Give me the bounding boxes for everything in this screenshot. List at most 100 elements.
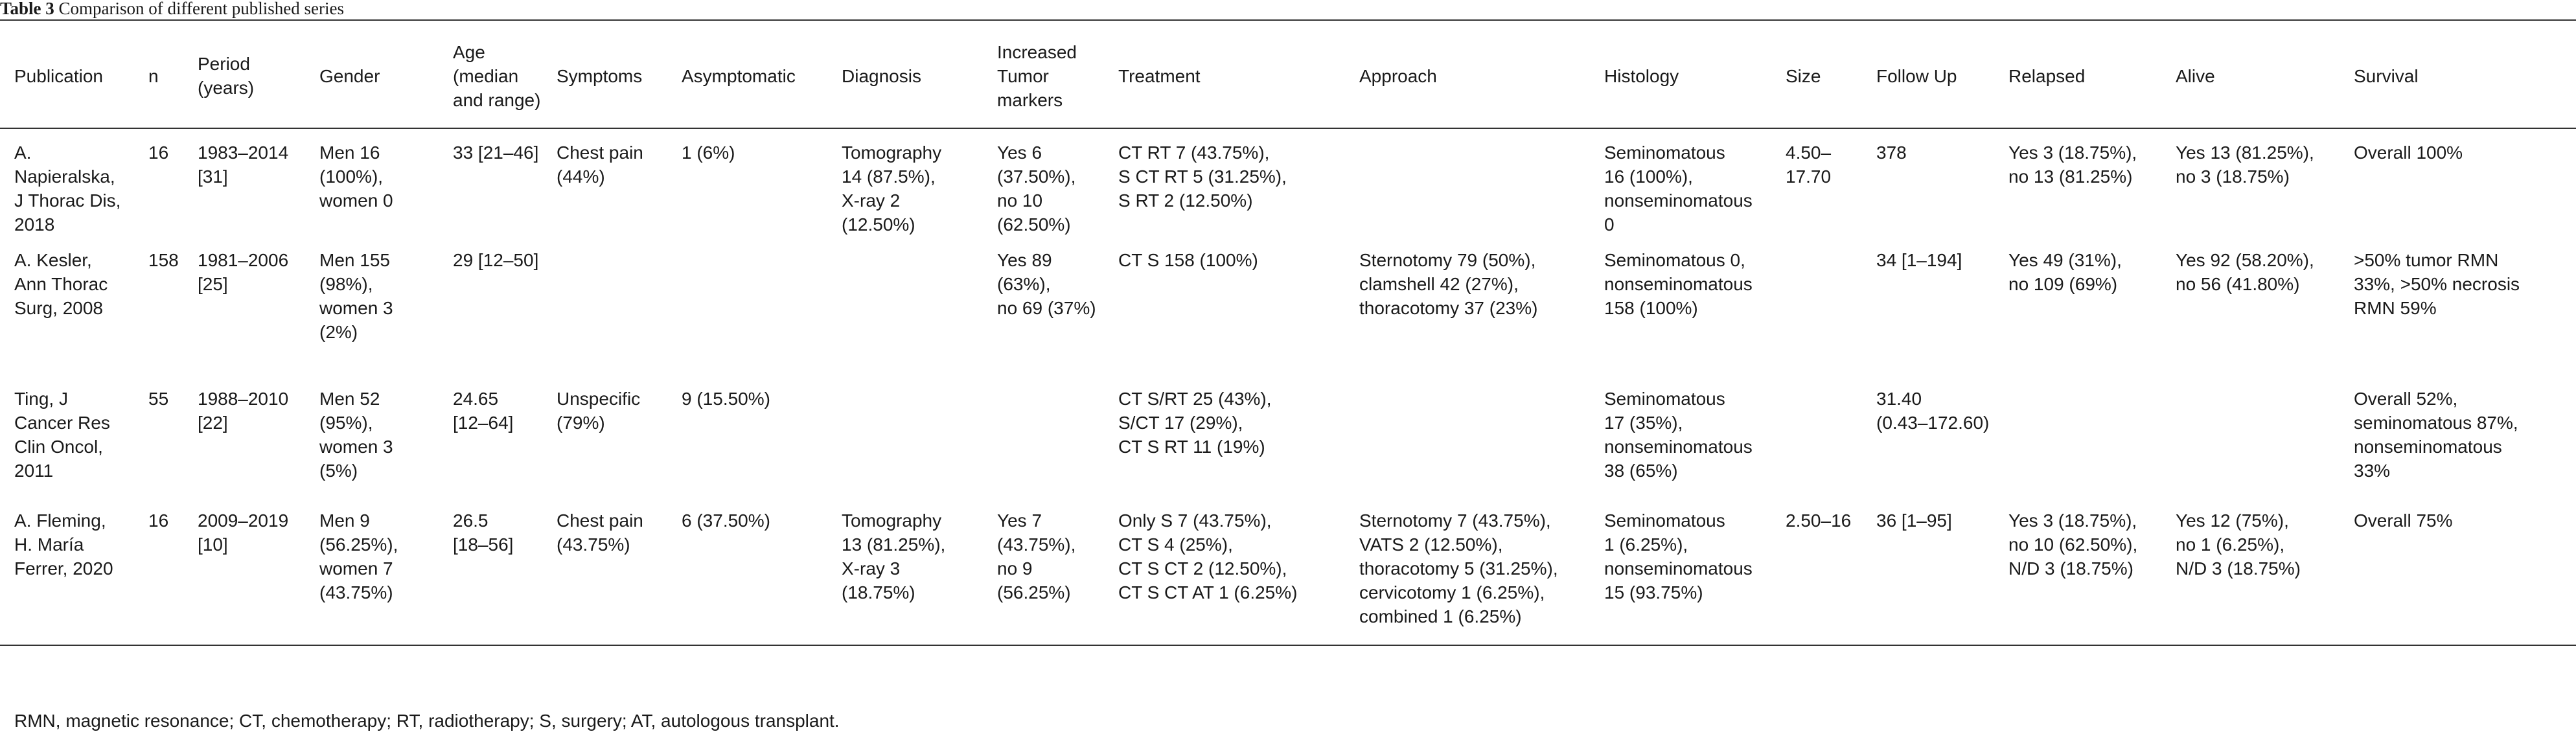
- cell-text-line: Ferrer, 2020: [14, 558, 113, 579]
- table-cell: Men 155 (98%), women 3 (2%): [305, 236, 439, 375]
- column-header: Age (median and range): [439, 20, 542, 129]
- cell-text-line: [18–56]: [453, 534, 514, 555]
- cell-text-line: no 10: [997, 190, 1043, 211]
- cell-text-line: clamshell 42 (27%),: [1359, 274, 1519, 294]
- cell-text-line: 1988–2010: [198, 389, 289, 409]
- cell-text-line: thoracotomy 5 (31.25%),: [1359, 558, 1558, 579]
- cell-text-line: no 3 (18.75%): [2176, 166, 2290, 187]
- table-cell: 378: [1862, 128, 1994, 236]
- column-header: Symptoms: [542, 20, 667, 129]
- cell-text-line: J Thorac Dis,: [14, 190, 121, 211]
- cell-text-line: 55: [148, 389, 169, 409]
- table-label: Table 3: [0, 0, 54, 18]
- cell-text-line: X-ray 3: [842, 558, 901, 579]
- table-cell: CT RT 7 (43.75%), S CT RT 5 (31.25%), S RT…: [1104, 128, 1345, 236]
- cell-text-line: CT S 158 (100%): [1118, 250, 1258, 270]
- header-text-line: Asymptomatic: [682, 65, 796, 86]
- cell-text-line: Tomography: [842, 143, 942, 163]
- table-cell: 24.65 [12–64]: [439, 375, 542, 497]
- table-cell: 1983–2014 [31]: [183, 128, 305, 236]
- table-container: Publication n Period (years) Gender Age (media…: [0, 20, 2576, 646]
- cell-text-line: A. Kesler,: [14, 250, 92, 270]
- cell-text-line: 1981–2006: [198, 250, 289, 270]
- cell-text-line: (98%),: [319, 274, 373, 294]
- cell-text-line: Unspecific: [557, 389, 641, 409]
- cell-text-line: CT RT 7 (43.75%),: [1118, 143, 1270, 163]
- cell-text-line: H. María: [14, 534, 84, 555]
- cell-text-line: 2011: [14, 461, 54, 481]
- table-cell: Overall 100%: [2340, 128, 2576, 236]
- cell-text-line: (43.75%): [319, 582, 393, 602]
- table-cell: 6 (37.50%): [667, 497, 827, 646]
- header-text-line: Symptoms: [557, 65, 643, 86]
- cell-text-line: (43.75%): [557, 534, 630, 555]
- table-cell: Yes 3 (18.75%), no 13 (81.25%): [1994, 128, 2161, 236]
- cell-text-line: thoracotomy 37 (23%): [1359, 298, 1538, 318]
- table-caption: Table 3 Comparison of different publishe…: [0, 0, 344, 19]
- cell-text-line: A. Fleming,: [14, 510, 106, 531]
- cell-text-line: [31]: [198, 166, 228, 187]
- table-cell: 16: [134, 128, 183, 236]
- header-text-line: (years): [198, 78, 255, 98]
- cell-text-line: (43.75%),: [997, 534, 1076, 555]
- cell-text-line: Cancer Res: [14, 413, 110, 433]
- cell-text-line: 158: [148, 250, 179, 270]
- table-cell: 2009–2019 [10]: [183, 497, 305, 646]
- column-header: Follow Up: [1862, 20, 1994, 129]
- table-cell: Sternotomy 7 (43.75%), VATS 2 (12.50%), th…: [1345, 497, 1590, 646]
- column-header: Relapsed: [1994, 20, 2161, 129]
- cell-text-line: 4.50–: [1786, 143, 1832, 163]
- table-cell: 31.40 (0.43–172.60): [1862, 375, 1994, 497]
- header-text-line: markers: [997, 89, 1063, 110]
- table-cell: Seminomatous 17 (35%), nonseminomatous 38 (…: [1590, 375, 1771, 497]
- header-text-line: Follow Up: [1876, 65, 1957, 86]
- cell-text-line: CT S 4 (25%),: [1118, 534, 1233, 555]
- cell-text-line: no 1 (6.25%),: [2176, 534, 2285, 555]
- header-text-line: Treatment: [1118, 65, 1201, 86]
- cell-text-line: Yes 6: [997, 143, 1042, 163]
- column-header: Survival: [2340, 20, 2576, 129]
- cell-text-line: 16: [148, 143, 169, 163]
- cell-text-line: seminomatous 87%,: [2354, 413, 2518, 433]
- table-cell: Sternotomy 79 (50%), clamshell 42 (27%), t…: [1345, 236, 1590, 375]
- cell-text-line: 9 (15.50%): [682, 389, 770, 409]
- table-cell: [1994, 375, 2161, 497]
- cell-text-line: Napieralska,: [14, 166, 115, 187]
- cell-text-line: Seminomatous: [1604, 510, 1725, 531]
- header-text-line: Publication: [14, 65, 103, 86]
- table-cell: Seminomatous 0, nonseminomatous 158 (100%): [1590, 236, 1771, 375]
- header-text-line: Approach: [1359, 65, 1437, 86]
- cell-text-line: women 7: [319, 558, 393, 579]
- table-cell: 4.50– 17.70: [1771, 128, 1862, 236]
- cell-text-line: 13 (81.25%),: [842, 534, 946, 555]
- header-text-line: Diagnosis: [842, 65, 921, 86]
- cell-text-line: Men 16: [319, 143, 380, 163]
- table-cell: [1345, 128, 1590, 236]
- cell-text-line: Men 155: [319, 250, 390, 270]
- cell-text-line: (56.25%): [997, 582, 1071, 602]
- header-text-line: Histology: [1604, 65, 1679, 86]
- cell-text-line: CT S CT AT 1 (6.25%): [1118, 582, 1298, 602]
- column-header: Diagnosis: [827, 20, 983, 129]
- table-cell: [542, 236, 667, 375]
- column-header: Alive: [2161, 20, 2340, 129]
- cell-text-line: 26.5: [453, 510, 489, 531]
- table-cell: Tomography 13 (81.25%), X-ray 3 (18.75%): [827, 497, 983, 646]
- cell-text-line: 378: [1876, 143, 1907, 163]
- table-cell: A. Napieralska, J Thorac Dis, 2018: [0, 128, 134, 236]
- table-cell: [1345, 375, 1590, 497]
- table-cell: 9 (15.50%): [667, 375, 827, 497]
- table-cell: [2161, 375, 2340, 497]
- cell-text-line: RMN 59%: [2354, 298, 2437, 318]
- table-row: A. Napieralska, J Thorac Dis, 2018 16 1983–20…: [0, 128, 2576, 236]
- cell-text-line: Chest pain: [557, 510, 643, 531]
- table-cell: Men 9 (56.25%), women 7 (43.75%): [305, 497, 439, 646]
- table-cell: Yes 3 (18.75%), no 10 (62.50%), N/D 3 (18.…: [1994, 497, 2161, 646]
- cell-text-line: 2.50–16: [1786, 510, 1852, 531]
- cell-text-line: (2%): [319, 322, 358, 342]
- cell-text-line: 38 (65%): [1604, 461, 1678, 481]
- cell-text-line: no 56 (41.80%): [2176, 274, 2300, 294]
- cell-text-line: (63%),: [997, 274, 1051, 294]
- table-row: Ting, J Cancer Res Clin Oncol, 2011 55 1988–2…: [0, 375, 2576, 497]
- cell-text-line: nonseminomatous: [1604, 558, 1753, 579]
